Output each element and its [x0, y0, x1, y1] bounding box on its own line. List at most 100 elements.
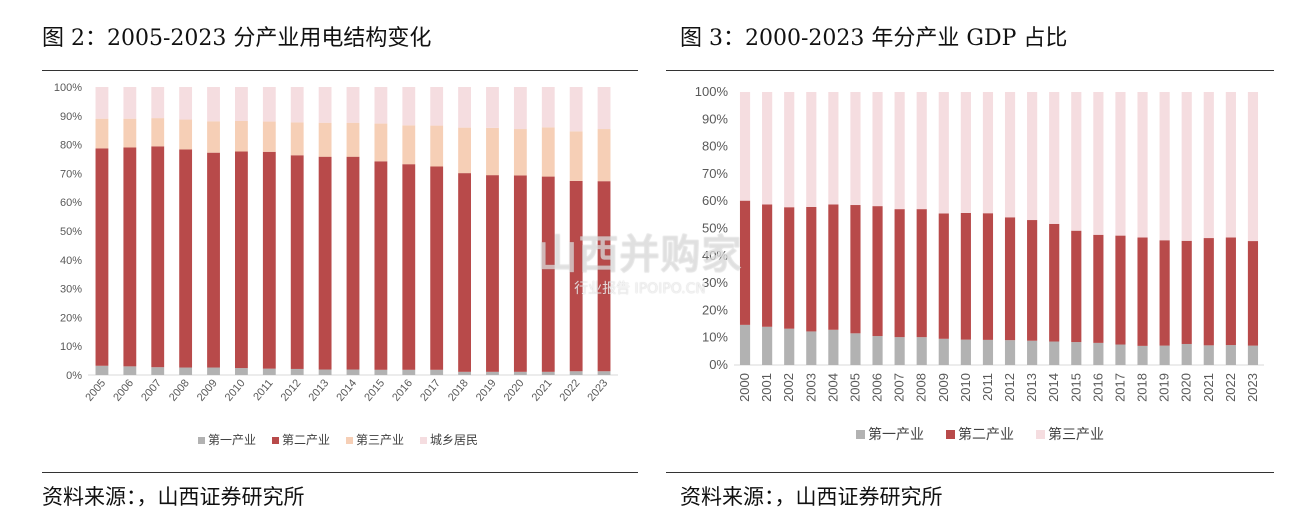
left-bar-segment-3	[95, 118, 109, 149]
right-y-tick-label: 60%	[702, 193, 728, 208]
left-bar-segment-2	[374, 161, 388, 370]
left-x-tick-label: 2016	[390, 377, 415, 403]
right-legend-label-3: 第三产业	[1048, 426, 1104, 442]
right-x-tick-label: 2010	[958, 373, 973, 402]
right-bar-segment-2	[1225, 237, 1236, 346]
right-x-tick-label: 2020	[1179, 373, 1194, 402]
left-bar-segment-4	[597, 87, 611, 130]
right-bar-segment-3	[1115, 92, 1126, 236]
left-stacked-bar-chart: 0%10%20%30%40%50%60%70%80%90%100%2005 200…	[54, 82, 618, 447]
right-source-note: 资料来源：，山西证券研究所	[680, 485, 943, 509]
left-bar-segment-4	[402, 87, 416, 126]
left-bar-segment-4	[513, 87, 527, 130]
right-legend-swatch-2	[946, 430, 955, 439]
right-bar-segment-3	[850, 92, 861, 206]
left-bar-segment-4	[235, 87, 248, 121]
right-bar-segment-3	[1137, 92, 1148, 238]
right-x-tick-label: 2015	[1068, 373, 1083, 402]
left-legend-label-1: 第一产业	[208, 433, 256, 447]
left-y-tick-label: 0%	[66, 370, 82, 382]
left-bar-segment-2	[569, 180, 583, 372]
left-bar-segment-4	[179, 87, 193, 120]
right-bar-segment-3	[739, 92, 751, 201]
right-x-tick-label: 2022	[1223, 373, 1238, 402]
right-bar-segment-2	[1093, 234, 1104, 343]
right-x-tick-label: 2001	[759, 373, 774, 402]
right-bar-segment-2	[1071, 230, 1082, 343]
left-bar-segment-1	[402, 369, 416, 375]
left-y-tick-label: 20%	[60, 312, 82, 324]
left-x-tick-label: 2005	[83, 377, 108, 403]
left-bar-segment-1	[541, 371, 555, 375]
left-x-tick-label: 2023	[585, 377, 610, 403]
right-bar-segment-3	[1004, 92, 1016, 218]
right-bar-segment-1	[938, 338, 949, 365]
left-x-tick-label: 2010	[223, 377, 248, 403]
left-bar-segment-4	[123, 87, 137, 119]
left-legend-label-3: 第三产业	[356, 433, 404, 447]
right-bar-segment-2	[916, 209, 927, 338]
right-bar-segment-3	[1093, 92, 1104, 235]
left-bar-segment-3	[597, 129, 611, 182]
right-x-tick-label: 2013	[1024, 373, 1039, 402]
right-bar-segment-2	[828, 204, 839, 330]
right-bar-segment-3	[1049, 92, 1060, 224]
right-x-tick-label: 2021	[1201, 373, 1216, 402]
right-bar-segment-2	[1027, 220, 1038, 341]
right-bar-segment-3	[982, 92, 994, 214]
left-bar-segment-2	[235, 151, 248, 369]
left-y-tick-label: 100%	[54, 82, 82, 94]
left-bar-segment-1	[123, 366, 137, 375]
right-x-tick-label: 2002	[781, 373, 796, 402]
right-y-tick-label: 70%	[702, 166, 728, 181]
left-source-rule	[42, 472, 638, 473]
left-bar-segment-1	[95, 365, 109, 375]
right-x-tick-label: 2006	[870, 373, 885, 402]
left-y-tick-label: 30%	[60, 284, 82, 296]
right-bar-segment-3	[1225, 92, 1236, 238]
right-bar-segment-1	[828, 329, 839, 365]
right-y-tick-label: 30%	[702, 275, 728, 290]
left-y-tick-label: 40%	[60, 255, 82, 267]
left-x-tick-label: 2017	[418, 377, 443, 403]
right-bar-segment-2	[1181, 240, 1192, 344]
left-bar-segment-2	[402, 164, 416, 370]
left-legend-swatch-4	[420, 437, 427, 444]
right-bar-segment-3	[1159, 92, 1170, 241]
right-figure-panel: 图 3：2000-2023 年分产业 GDP 占比 0% 10% 20% 30% 40%…	[664, 0, 1294, 519]
right-bar-segment-2	[1115, 235, 1126, 345]
right-x-tick-label: 2000	[737, 373, 752, 402]
left-bar-segment-1	[597, 371, 611, 375]
right-bar-segment-1	[806, 331, 817, 365]
left-source-note: 资料来源：，山西证券研究所	[42, 485, 305, 509]
left-bar-segment-3	[123, 118, 137, 148]
right-x-tick-label: 2008	[914, 373, 929, 402]
right-bar-segment-1	[1225, 345, 1236, 365]
left-bar-segment-3	[486, 127, 499, 176]
left-bar-segment-2	[318, 156, 332, 370]
left-y-tick-label: 60%	[60, 197, 82, 209]
right-bar-segment-2	[1203, 238, 1214, 346]
left-bar-segment-4	[262, 87, 276, 122]
right-x-tick-label: 2014	[1046, 373, 1061, 402]
left-bar-segment-3	[151, 118, 165, 147]
left-x-tick-label: 2008	[167, 377, 192, 403]
left-figure-title: 图 2：2005-2023 分产业用电结构变化	[42, 26, 432, 51]
right-bar-segment-3	[872, 92, 883, 207]
left-bar-segment-2	[151, 146, 165, 368]
right-bar-segment-3	[960, 92, 971, 213]
left-x-tick-label: 2020	[502, 377, 527, 403]
right-bar-segment-2	[850, 205, 861, 334]
right-bar-segment-2	[982, 213, 994, 340]
right-bar-segment-3	[894, 92, 905, 210]
right-y-tick-label: 10%	[702, 330, 728, 345]
right-x-tick-label: 2003	[803, 373, 818, 402]
left-bar-segment-1	[346, 369, 360, 375]
left-bar-segment-1	[569, 371, 583, 375]
right-bar-segment-2	[894, 209, 905, 338]
right-bar-segment-1	[1049, 341, 1060, 365]
right-bar-segment-1	[1093, 342, 1104, 365]
left-x-tick-label: 2022	[558, 377, 583, 403]
left-x-tick-label: 2013	[306, 377, 331, 403]
right-bar-segment-3	[1071, 92, 1082, 231]
